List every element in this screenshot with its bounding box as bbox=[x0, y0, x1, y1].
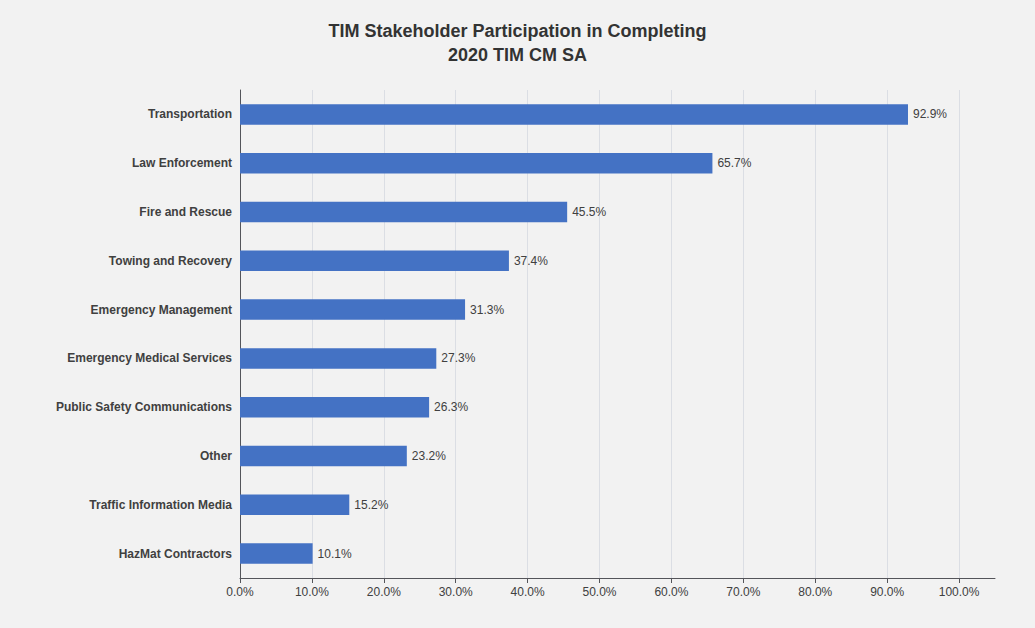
svg-text:0.0%: 0.0% bbox=[226, 585, 254, 599]
svg-text:10.0%: 10.0% bbox=[295, 585, 329, 599]
svg-text:92.9%: 92.9% bbox=[913, 107, 947, 121]
svg-text:50.0%: 50.0% bbox=[583, 585, 617, 599]
svg-text:27.3%: 27.3% bbox=[441, 351, 475, 365]
svg-text:60.0%: 60.0% bbox=[654, 585, 688, 599]
svg-text:20.0%: 20.0% bbox=[367, 585, 401, 599]
svg-text:Emergency Management: Emergency Management bbox=[91, 303, 232, 317]
svg-text:100.0%: 100.0% bbox=[939, 585, 980, 599]
svg-text:40.0%: 40.0% bbox=[511, 585, 545, 599]
svg-text:80.0%: 80.0% bbox=[798, 585, 832, 599]
svg-text:23.2%: 23.2% bbox=[412, 449, 446, 463]
svg-text:37.4%: 37.4% bbox=[514, 254, 548, 268]
svg-text:31.3%: 31.3% bbox=[470, 303, 504, 317]
svg-text:HazMat Contractors: HazMat Contractors bbox=[119, 547, 233, 561]
svg-text:Fire and Rescue: Fire and Rescue bbox=[139, 205, 232, 219]
svg-text:Transportation: Transportation bbox=[148, 107, 232, 121]
svg-text:26.3%: 26.3% bbox=[434, 400, 468, 414]
svg-text:10.1%: 10.1% bbox=[318, 547, 352, 561]
svg-text:90.0%: 90.0% bbox=[870, 585, 904, 599]
svg-text:70.0%: 70.0% bbox=[726, 585, 760, 599]
svg-text:15.2%: 15.2% bbox=[354, 498, 388, 512]
svg-text:Other: Other bbox=[200, 449, 232, 463]
svg-text:Traffic Information Media: Traffic Information Media bbox=[89, 498, 232, 512]
svg-text:Law Enforcement: Law Enforcement bbox=[132, 156, 232, 170]
svg-text:30.0%: 30.0% bbox=[439, 585, 473, 599]
svg-text:2020 TIM CM SA: 2020 TIM CM SA bbox=[448, 45, 587, 65]
svg-text:Public Safety Communications: Public Safety Communications bbox=[56, 400, 232, 414]
svg-text:45.5%: 45.5% bbox=[572, 205, 606, 219]
svg-text:Emergency Medical Services: Emergency Medical Services bbox=[67, 351, 232, 365]
svg-text:65.7%: 65.7% bbox=[717, 156, 751, 170]
svg-text:Towing and Recovery: Towing and Recovery bbox=[109, 254, 232, 268]
svg-text:TIM Stakeholder Participation: TIM Stakeholder Participation in Complet… bbox=[328, 21, 706, 41]
